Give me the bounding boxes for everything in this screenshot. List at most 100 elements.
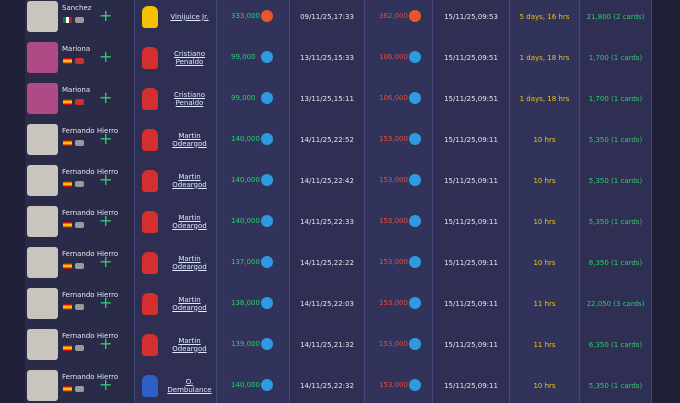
target-cell: Cristiano Penaldo (135, 37, 217, 78)
sell-price-cell: 153,000 (365, 242, 433, 283)
sell-price: 153,000 (379, 340, 408, 348)
target-cell: Vinijuice Jr. (135, 0, 217, 37)
platform-icon (261, 92, 273, 104)
profit-cell: 1,700 (1 cards) (580, 37, 652, 78)
player-cell: Fernando Hierro + (25, 160, 135, 201)
target-cell: Martin Odeargod (135, 324, 217, 365)
club-badge (75, 345, 84, 351)
player-avatar (27, 42, 58, 73)
sell-date-cell: 15/11/25,09:11 (433, 160, 510, 201)
player-avatar (27, 165, 58, 196)
profit-cell: 5,350 (1 cards) (580, 119, 652, 160)
nation-flag (63, 304, 72, 310)
sell-price: 106,000 (379, 53, 408, 61)
player-avatar (27, 329, 58, 360)
buy-date: 14/11/25,22:33 (300, 217, 354, 226)
target-kit (142, 6, 158, 28)
buy-price-cell: 137,000 (217, 242, 290, 283)
platform-icon (409, 51, 421, 63)
sell-date-cell: 15/11/25,09:11 (433, 324, 510, 365)
profit-cell: 8,350 (1 cards) (580, 242, 652, 283)
target-cell: Martin Odeargod (135, 242, 217, 283)
sell-price-cell: 153,000 (365, 119, 433, 160)
target-name: Martin Odeargod (172, 295, 207, 312)
sell-date-cell: 15/11/25,09:53 (433, 0, 510, 37)
duration-cell: 1 days, 18 hrs (510, 78, 580, 119)
buy-date: 14/11/25,21:32 (300, 340, 354, 349)
sell-price-cell: 153,000 (365, 365, 433, 403)
club-badge (75, 140, 84, 146)
duration: 10 hrs (533, 217, 556, 226)
buy-price: 140,000 (231, 381, 260, 389)
add-icon: + (99, 211, 113, 230)
buy-date: 14/11/25,22:42 (300, 176, 354, 185)
player-name: Fernando Hierro (62, 332, 119, 340)
sell-date: 15/11/25,09:11 (444, 258, 498, 267)
profit-cell: 1,700 (1 cards) (580, 78, 652, 119)
table-row: Fernando Hierro + Martin Odeargod 137,000 14… (25, 242, 652, 283)
sell-price-cell: 153,000 (365, 283, 433, 324)
sell-date: 15/11/25,09:11 (444, 381, 498, 390)
platform-icon (261, 379, 273, 391)
target-kit (142, 252, 158, 274)
target-cell: Martin Odeargod (135, 160, 217, 201)
buy-price: 140,000 (231, 176, 260, 184)
buy-price-cell: 99,000 (217, 78, 290, 119)
add-icon: + (99, 6, 113, 25)
sell-price: 362,000 (379, 12, 408, 20)
club-badge (75, 181, 84, 187)
player-avatar (27, 1, 58, 32)
buy-date: 14/11/25,22:32 (300, 381, 354, 390)
duration-cell: 10 hrs (510, 365, 580, 403)
nation-flag (63, 17, 72, 23)
buy-price-cell: 140,000 (217, 119, 290, 160)
table-row: Mariona + Cristiano Penaldo 99,000 13/11/25,… (25, 37, 652, 78)
sell-date: 15/11/25,09:53 (444, 12, 498, 21)
sell-date-cell: 15/11/25,09:11 (433, 201, 510, 242)
buy-price: 139,000 (231, 340, 260, 348)
buy-date-cell: 14/11/25,22:22 (290, 242, 365, 283)
duration-cell: 11 hrs (510, 324, 580, 365)
sell-price: 153,000 (379, 258, 408, 266)
club-badge (75, 304, 84, 310)
target-name: Cristiano Penaldo (173, 90, 206, 107)
target-name: O. Dembulance (167, 377, 212, 394)
duration-cell: 11 hrs (510, 283, 580, 324)
club-badge (75, 222, 84, 228)
target-name: Martin Odeargod (172, 131, 207, 148)
buy-price-cell: 139,000 (217, 324, 290, 365)
target-kit (142, 129, 158, 151)
player-cell: Fernando Hierro + (25, 365, 135, 403)
buy-price-cell: 140,000 (217, 365, 290, 403)
sell-date: 15/11/25,09:51 (444, 53, 498, 62)
player-avatar (27, 206, 58, 237)
target-kit (142, 170, 158, 192)
target-name: Martin Odeargod (172, 336, 207, 353)
nation-flag (63, 181, 72, 187)
buy-date: 14/11/25,22:03 (300, 299, 354, 308)
duration: 10 hrs (533, 135, 556, 144)
player-name: Fernando Hierro (62, 127, 119, 135)
platform-icon (261, 256, 273, 268)
sell-date-cell: 15/11/25,09:11 (433, 365, 510, 403)
profit: 1,700 (1 cards) (588, 53, 643, 62)
player-name: Fernando Hierro (62, 209, 119, 217)
platform-icon (261, 133, 273, 145)
table-row: Fernando Hierro + Martin Odeargod 140,000 14… (25, 201, 652, 242)
sell-price: 153,000 (379, 135, 408, 143)
player-avatar (27, 370, 58, 401)
profit-cell: 5,350 (1 cards) (580, 201, 652, 242)
platform-icon (261, 10, 273, 22)
player-name: Fernando Hierro (62, 168, 119, 176)
platform-icon (409, 215, 421, 227)
player-name: Fernando Hierro (62, 373, 119, 381)
duration-cell: 1 days, 18 hrs (510, 37, 580, 78)
table-row: Sanchez + Vinijuice Jr. 333,000 09/11/25,17:… (25, 0, 652, 37)
profit: 1,700 (1 cards) (588, 94, 643, 103)
add-icon: + (99, 129, 113, 148)
target-name: Martin Odeargod (172, 172, 207, 189)
buy-date-cell: 14/11/25,22:33 (290, 201, 365, 242)
duration-cell: 10 hrs (510, 160, 580, 201)
player-name: Fernando Hierro (62, 250, 119, 258)
nation-flag (63, 263, 72, 269)
